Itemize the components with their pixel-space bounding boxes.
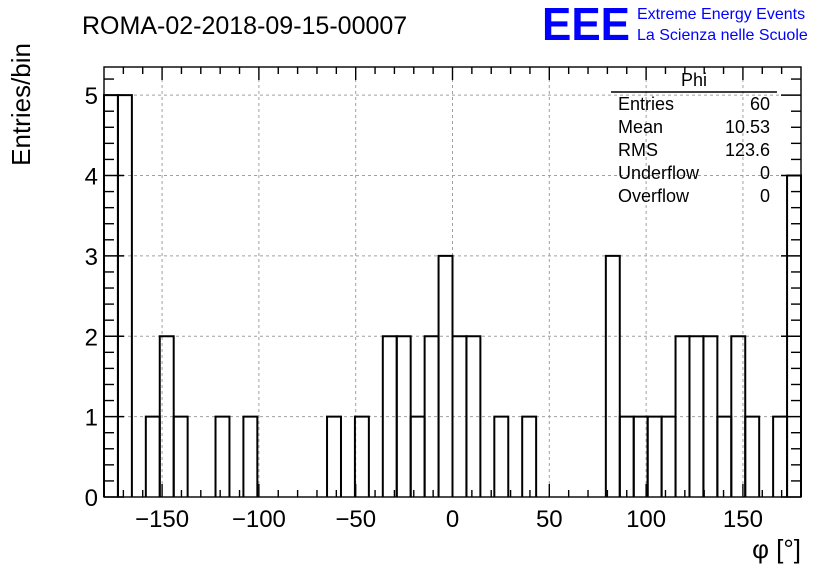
x-tick-label: 50 <box>536 506 563 533</box>
y-tick-label: 1 <box>85 405 98 432</box>
histogram-bars <box>103 94 802 497</box>
logo-line2: La Scienza nelle Scuole <box>637 27 808 44</box>
y-axis-label: Entries/bin <box>6 43 36 166</box>
stats-value-overflow: 0 <box>760 186 770 206</box>
stats-label-overflow: Overflow <box>618 186 690 206</box>
x-tick-label: 0 <box>446 506 459 533</box>
histogram-bin <box>744 415 761 497</box>
stats-name: Phi <box>681 70 707 90</box>
eee-logo: EEE Extreme Energy Events La Scienza nel… <box>542 0 808 50</box>
stats-value-underflow: 0 <box>760 163 770 183</box>
histogram-bin <box>465 335 482 497</box>
tick-labels: −150 −100 −50 0 50 100 150 0 1 2 3 4 5 <box>85 83 763 533</box>
x-tick-label: −150 <box>135 506 189 533</box>
stats-label-rms: RMS <box>618 140 658 160</box>
y-tick-label: 2 <box>85 324 98 351</box>
y-tick-label: 4 <box>85 164 98 191</box>
x-tick-label: −50 <box>335 506 376 533</box>
histogram-bin <box>172 415 189 497</box>
chart-title: ROMA-02-2018-09-15-00007 <box>82 12 407 40</box>
y-tick-label: 5 <box>85 83 98 110</box>
histogram-bin <box>493 415 510 497</box>
axis-ticks <box>104 67 801 498</box>
x-axis-label: φ [°] <box>752 534 801 564</box>
y-tick-label: 3 <box>85 244 98 271</box>
logo-line1: Extreme Energy Events <box>637 6 805 23</box>
histogram-bin <box>214 415 231 497</box>
y-tick-label: 0 <box>85 485 98 512</box>
stats-box: Phi Entries 60 Mean 10.53 RMS 123.6 Unde… <box>611 70 777 206</box>
x-tick-label: −100 <box>232 506 286 533</box>
histogram-bin <box>116 94 133 497</box>
stats-label-mean: Mean <box>618 117 663 137</box>
histogram-bin <box>604 254 621 497</box>
logo-mark: EEE <box>542 0 630 50</box>
stats-value-rms: 123.6 <box>725 140 770 160</box>
histogram-bin <box>353 415 370 497</box>
x-tick-label: 100 <box>626 506 666 533</box>
stats-label-entries: Entries <box>618 94 674 114</box>
stats-value-entries: 60 <box>750 94 770 114</box>
histogram-bin <box>521 415 538 497</box>
histogram-bin <box>242 415 259 497</box>
histogram-bin <box>326 415 342 497</box>
stats-label-underflow: Underflow <box>618 163 700 183</box>
x-tick-label: 150 <box>723 506 763 533</box>
stats-value-mean: 10.53 <box>725 117 770 137</box>
